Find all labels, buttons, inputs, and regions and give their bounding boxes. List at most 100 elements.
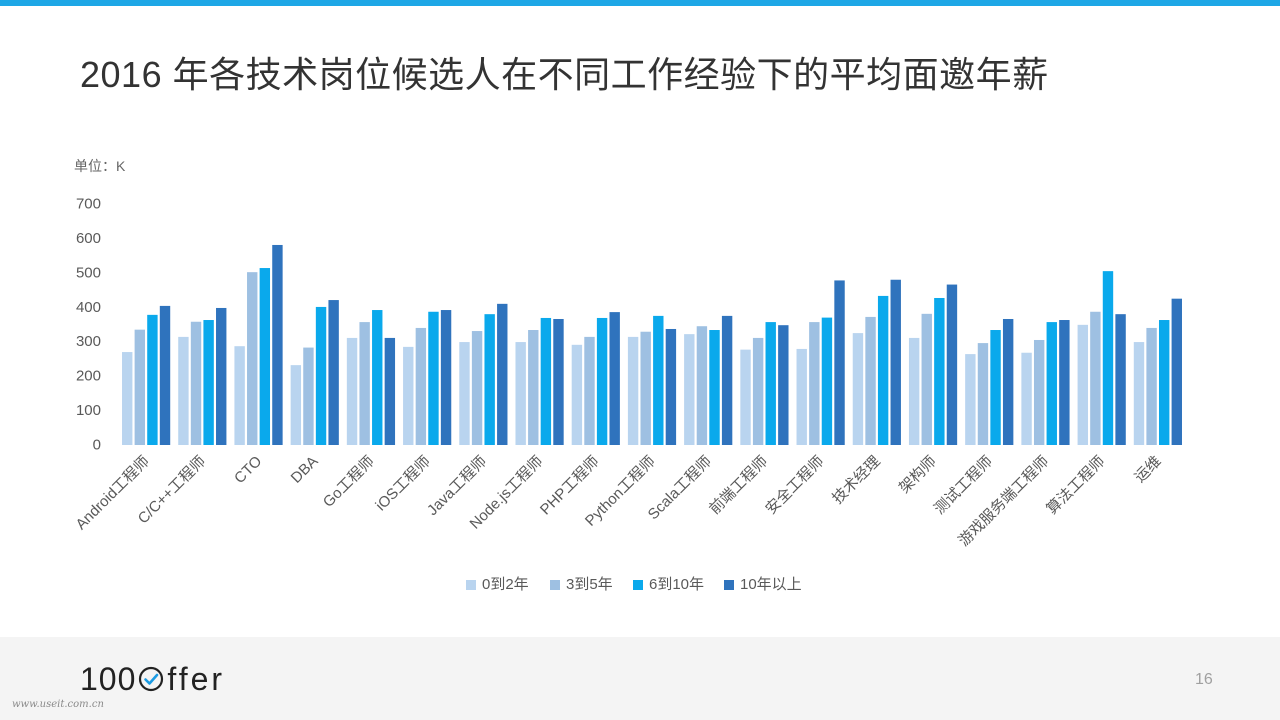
chart-bar	[203, 320, 214, 445]
chart-bar	[147, 314, 158, 445]
chart-bar	[584, 336, 595, 445]
chart-bar	[852, 333, 864, 445]
chart-bar	[497, 303, 508, 445]
chart-bar	[865, 316, 876, 445]
chart-bar	[809, 322, 820, 445]
chart-bar	[696, 326, 708, 445]
chart-bar	[384, 337, 396, 445]
chart-bar	[821, 317, 833, 445]
chart-bar	[315, 306, 327, 445]
chart-bar	[259, 268, 271, 445]
chart-bar	[328, 300, 339, 445]
legend-item: 0到2年	[466, 576, 529, 594]
chart-bar	[1077, 324, 1088, 445]
chart-bar	[977, 343, 989, 445]
y-tick-label: 700	[76, 196, 101, 213]
x-tick-label: 算法工程师	[1043, 452, 1109, 518]
legend-swatch	[550, 580, 560, 590]
chart-bar	[553, 318, 564, 445]
legend-swatch	[633, 580, 643, 590]
bar-series-group	[122, 244, 1182, 445]
chart-bar	[834, 280, 845, 445]
chart-bar	[640, 331, 651, 445]
x-tick-label: 安全工程师	[762, 452, 828, 518]
chart-bar	[159, 305, 171, 445]
chart-bar	[1021, 352, 1032, 445]
chart-bar	[990, 330, 1001, 445]
logo-text-suffix: ffer	[167, 661, 226, 697]
chart-bar	[752, 337, 764, 445]
chart-bar	[908, 337, 920, 445]
chart-bar	[1059, 320, 1070, 445]
chart-bar	[303, 347, 314, 445]
chart-bar	[484, 314, 495, 445]
legend-swatch	[466, 580, 476, 590]
chart-bar	[440, 310, 452, 445]
chart-bar	[415, 327, 427, 445]
x-tick-label: DBA	[288, 453, 322, 487]
chart-bar	[740, 349, 751, 445]
chart-bar	[459, 342, 470, 445]
chart-bar	[1171, 298, 1182, 445]
watermark: www.useit.com.cn	[12, 699, 104, 710]
chart-bar	[134, 329, 146, 445]
chart-bar	[428, 311, 439, 445]
chart-bar	[1002, 318, 1014, 445]
chart-bar	[1115, 314, 1126, 445]
chart-bar	[890, 279, 901, 445]
chart-bar	[471, 331, 483, 445]
chart-bar	[946, 284, 958, 445]
chart-bar	[178, 336, 189, 445]
y-tick-label: 100	[76, 402, 101, 419]
y-tick-label: 600	[76, 230, 101, 247]
chart-bar	[796, 348, 807, 445]
chart-bar	[190, 321, 202, 445]
check-circle-icon	[139, 666, 164, 692]
chart-bar	[515, 342, 526, 445]
chart-bar	[1046, 322, 1057, 445]
chart-bar	[965, 354, 976, 445]
chart-bar	[609, 312, 620, 445]
chart-bar	[346, 337, 358, 445]
y-tick-label: 300	[76, 333, 101, 350]
legend-swatch	[724, 580, 734, 590]
x-tick-label: 运维	[1131, 453, 1164, 486]
y-axis: 0 100 200 300 400 500 600 700	[76, 196, 101, 454]
legend-label: 3到5年	[566, 576, 613, 593]
chart-bar	[359, 322, 370, 445]
brand-logo: 100 ffer	[80, 662, 225, 696]
chart-bar	[540, 317, 552, 445]
legend-label: 0到2年	[482, 576, 529, 593]
x-tick-label: CTO	[231, 453, 265, 487]
chart-bar	[721, 315, 733, 445]
footer: 100 ffer 16 www.useit.com.cn	[0, 637, 1280, 720]
legend-item: 10年以上	[724, 576, 802, 594]
legend-label: 6到10年	[649, 576, 705, 593]
y-tick-label: 400	[76, 299, 101, 316]
chart-bar	[1033, 339, 1045, 445]
chart-bar	[1090, 311, 1101, 445]
slide-title: 2016 年各技术岗位候选人在不同工作经验下的平均面邀年薪	[80, 54, 1049, 95]
chart-bar	[921, 313, 932, 445]
chart-bar	[372, 310, 383, 445]
chart-bar	[122, 352, 133, 445]
chart-bar	[247, 272, 258, 445]
legend-label: 10年以上	[740, 576, 802, 593]
chart-bar	[528, 330, 539, 445]
chart-bar	[709, 330, 720, 445]
chart-bar	[778, 325, 789, 445]
y-tick-label: 500	[76, 264, 101, 281]
y-tick-label: 200	[76, 368, 101, 385]
chart-bar	[403, 346, 414, 445]
chart-bar	[1146, 327, 1157, 445]
chart-bar	[1133, 342, 1145, 445]
chart-bar	[234, 346, 245, 445]
chart-bar	[290, 365, 302, 445]
chart-bar	[571, 344, 583, 445]
chart-bar	[216, 307, 227, 445]
chart-bar	[934, 297, 945, 445]
chart-bar	[877, 295, 889, 445]
chart-bar	[653, 315, 664, 445]
